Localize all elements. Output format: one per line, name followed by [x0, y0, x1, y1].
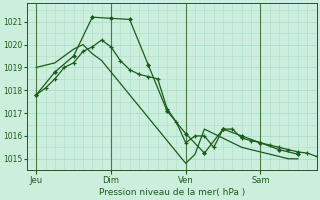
X-axis label: Pression niveau de la mer( hPa ): Pression niveau de la mer( hPa ) [99, 188, 245, 197]
